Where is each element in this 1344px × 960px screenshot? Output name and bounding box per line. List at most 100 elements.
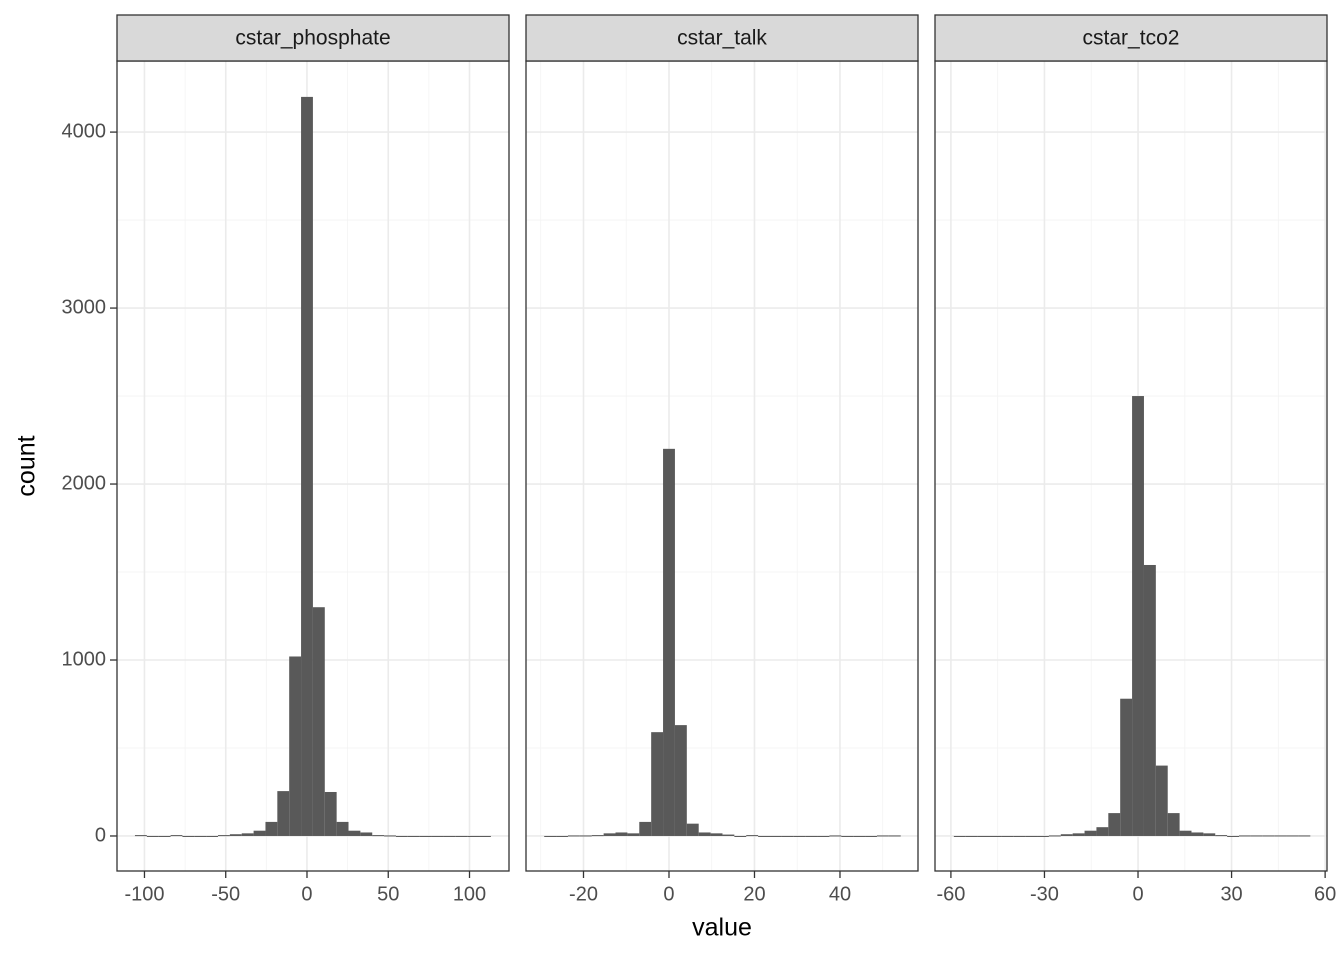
bar	[395, 835, 408, 837]
bar	[407, 835, 420, 837]
bar	[698, 832, 711, 836]
bar	[1167, 813, 1180, 836]
bar	[1227, 835, 1240, 837]
bar	[686, 823, 699, 836]
x-tick-label: 40	[829, 883, 851, 905]
bar	[1108, 813, 1121, 836]
bar	[888, 835, 901, 837]
strip	[116, 14, 510, 62]
bar	[431, 835, 444, 837]
x-tick-label: 50	[377, 883, 399, 905]
bar	[746, 835, 759, 837]
bar	[674, 725, 687, 836]
y-tick-label: 3000	[62, 296, 107, 318]
x-tick-label: 0	[1132, 883, 1143, 905]
bar	[1191, 832, 1204, 836]
x-tick-label: 20	[743, 883, 765, 905]
bar	[556, 835, 568, 837]
bar	[1132, 396, 1144, 836]
strip-label: cstar_tco2	[1083, 27, 1180, 50]
x-tick-label: -50	[211, 883, 240, 905]
bar	[615, 832, 628, 836]
x-tick-label: 30	[1220, 883, 1242, 905]
bar	[1060, 834, 1073, 836]
bar	[1250, 835, 1263, 837]
bar	[419, 835, 432, 837]
bar	[1298, 835, 1311, 837]
bar	[567, 835, 580, 837]
bar	[1215, 835, 1228, 837]
bar	[1001, 835, 1014, 837]
bar	[865, 835, 877, 837]
bar	[817, 835, 830, 837]
strip-label: cstar_talk	[677, 27, 767, 50]
bar	[1048, 835, 1061, 837]
bar	[1084, 830, 1097, 836]
y-axis-title: count	[13, 435, 41, 496]
bar	[146, 835, 159, 837]
bar	[158, 835, 171, 837]
bar	[277, 791, 290, 836]
bar	[1096, 827, 1109, 836]
bar	[1143, 564, 1156, 836]
bar	[989, 835, 1002, 837]
bar	[758, 835, 771, 837]
bar	[312, 607, 325, 836]
bar	[194, 835, 207, 837]
bar	[579, 835, 592, 837]
bar	[1286, 835, 1299, 837]
bar	[182, 835, 195, 837]
y-tick-label: 1000	[62, 648, 107, 670]
bar	[734, 835, 747, 837]
bar	[170, 835, 183, 837]
bar	[591, 835, 604, 837]
bar	[639, 821, 652, 836]
bar	[241, 833, 254, 836]
bar	[360, 832, 373, 836]
bar	[544, 835, 557, 837]
y-tick-label: 2000	[62, 472, 107, 494]
strip	[934, 14, 1328, 62]
bar	[443, 835, 456, 837]
bar	[793, 835, 806, 837]
bar	[977, 835, 990, 837]
bar	[1072, 833, 1085, 836]
bar	[1203, 833, 1216, 836]
bar	[479, 835, 491, 837]
bar	[1025, 835, 1038, 837]
x-tick-label: 60	[1314, 883, 1336, 905]
bar	[710, 833, 723, 836]
bar	[722, 834, 735, 836]
bar	[663, 448, 675, 836]
x-tick-label: -60	[936, 883, 965, 905]
bar	[1037, 835, 1049, 837]
bar	[206, 835, 219, 837]
bar	[853, 835, 866, 837]
x-tick-label: -20	[569, 883, 598, 905]
x-tick-label: -30	[1030, 883, 1059, 905]
bar	[218, 835, 230, 837]
strip	[525, 14, 919, 62]
y-tick-label: 4000	[62, 120, 107, 142]
x-axis-title: value	[692, 914, 752, 942]
bar	[953, 835, 966, 837]
bar	[253, 830, 266, 836]
x-tick-label: 100	[453, 883, 486, 905]
y-tick-label: 0	[95, 824, 106, 846]
bar	[348, 830, 361, 836]
bar	[134, 835, 147, 837]
bar	[841, 835, 854, 837]
bar	[384, 835, 396, 837]
bar	[455, 835, 468, 837]
bar	[876, 835, 889, 837]
bar	[229, 834, 242, 836]
bar	[965, 835, 978, 837]
x-tick-label: -100	[124, 883, 164, 905]
bar	[627, 833, 640, 836]
bar	[651, 732, 664, 836]
x-tick-label: 0	[301, 883, 312, 905]
bar	[1274, 835, 1287, 837]
bar	[805, 835, 818, 837]
